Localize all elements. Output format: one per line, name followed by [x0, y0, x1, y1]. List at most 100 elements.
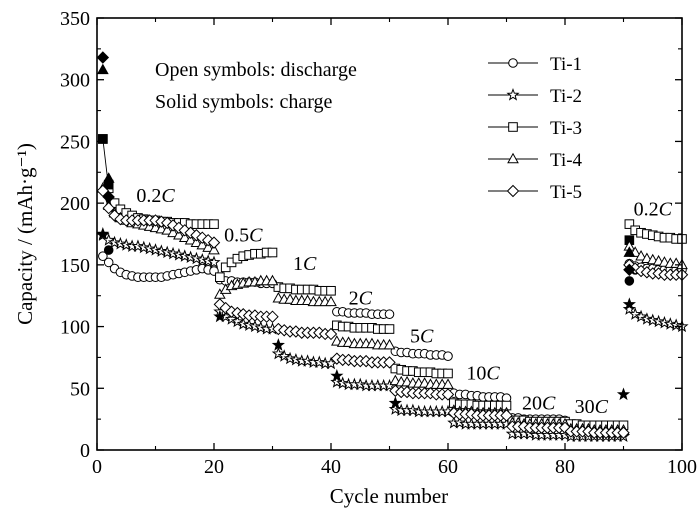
discharge-point: [230, 314, 244, 328]
charge-point: [388, 396, 402, 409]
legend-label: Ti-5: [550, 182, 582, 203]
discharge-point: [383, 356, 396, 369]
discharge-point: [220, 262, 231, 273]
discharge-point: [224, 312, 239, 325]
charge-point: [102, 172, 115, 183]
discharge-point: [384, 324, 395, 334]
discharge-point: [622, 302, 636, 315]
series-ti-5: [96, 51, 689, 439]
charge-point: [98, 134, 108, 144]
discharge-point: [96, 184, 110, 198]
charge-point: [623, 263, 636, 277]
y-tick-label: 300: [60, 70, 90, 92]
rate-label-unit: C: [595, 396, 609, 418]
y-tick-label: 0: [80, 440, 90, 462]
discharge-point: [167, 226, 179, 238]
discharge-point: [207, 236, 221, 249]
legend-label: Ti-2: [550, 86, 582, 107]
discharge-point: [173, 229, 185, 240]
charge-point: [271, 338, 285, 351]
discharge-point: [215, 272, 225, 282]
y-tick-label: 150: [60, 255, 90, 277]
rate-label-number: 0.2: [136, 185, 161, 207]
discharge-point: [161, 224, 174, 235]
x-tick-label: 20: [204, 456, 224, 478]
discharge-point: [207, 255, 221, 269]
rate-label-unit: C: [486, 363, 500, 385]
discharge-point: [443, 368, 453, 379]
rate-label: 1C: [293, 253, 317, 275]
rate-label-unit: C: [303, 253, 317, 275]
charge-point: [624, 276, 635, 286]
discharge-point: [635, 249, 647, 261]
discharge-point: [271, 346, 285, 360]
rate-label-number: 10: [466, 363, 486, 385]
discharge-point: [208, 243, 220, 255]
rate-label-number: 1: [293, 253, 303, 275]
discharge-point: [325, 295, 337, 307]
charge-point: [96, 51, 110, 64]
discharge-point: [324, 327, 338, 341]
rate-label: 10C: [466, 363, 500, 385]
rate-label-number: 0.5: [224, 224, 249, 246]
discharge-point: [266, 310, 279, 323]
rate-label: 2C: [349, 287, 373, 309]
discharge-point: [326, 285, 336, 296]
legend-label: Ti-1: [550, 54, 582, 75]
annotation-charge: Solid symbols: charge: [155, 91, 333, 113]
y-tick-label: 250: [60, 131, 90, 153]
discharge-point: [267, 247, 278, 258]
charge-point: [330, 369, 344, 382]
y-tick-label: 200: [60, 193, 90, 215]
discharge-point: [624, 219, 635, 229]
rate-label-number: 30: [575, 396, 595, 418]
legend-label: Ti-3: [550, 118, 582, 139]
rate-label: 0.2C: [634, 198, 673, 220]
legend-marker: [506, 88, 520, 101]
rate-label: 20C: [522, 392, 556, 414]
y-tick-label: 100: [60, 317, 90, 339]
rate-label-unit: C: [420, 326, 434, 348]
rate-label: 0.2C: [136, 185, 175, 207]
x-axis-title: Cycle number: [330, 484, 448, 508]
y-tick-label: 350: [60, 8, 90, 30]
rate-label-number: 2: [349, 287, 359, 309]
series-ti-2: [96, 227, 689, 443]
legend-marker: [506, 184, 520, 198]
discharge-point: [103, 257, 114, 268]
discharge-point: [196, 238, 209, 250]
discharge-point: [184, 233, 197, 245]
charge-point: [97, 63, 109, 75]
discharge-point: [102, 233, 116, 246]
y-axis-title: Capacity / (mAh·g⁻¹): [13, 143, 37, 325]
rate-label: 5C: [410, 326, 434, 348]
legend-marker: [508, 58, 518, 68]
x-tick-label: 100: [667, 456, 697, 478]
rate-label-number: 5: [410, 326, 420, 348]
legend-item-ti-5: Ti-5: [488, 182, 582, 203]
charge-point: [213, 309, 227, 323]
charge-point: [102, 190, 115, 204]
discharge-point: [441, 388, 455, 401]
discharge-point: [628, 307, 642, 320]
legend-label: Ti-4: [550, 150, 583, 171]
discharge-point: [190, 236, 203, 247]
annotation-discharge: Open symbols: discharge: [155, 59, 357, 81]
x-tick-label: 80: [555, 456, 575, 478]
series-layer: [96, 51, 689, 443]
discharge-point: [383, 338, 396, 350]
legend-item-ti-3: Ti-3: [488, 118, 582, 139]
discharge-point: [634, 309, 648, 323]
x-tick-label: 40: [321, 456, 341, 478]
charge-point: [96, 227, 110, 240]
legend-marker: [507, 152, 519, 164]
discharge-point: [209, 219, 219, 229]
rate-label-unit: C: [542, 392, 556, 414]
x-tick-label: 60: [438, 456, 458, 478]
legend: Ti-1 Ti-2 Ti-3 Ti-4 Ti-5: [488, 54, 583, 203]
rate-label-unit: C: [659, 198, 673, 220]
legend-item-ti-4: Ti-4: [488, 150, 583, 171]
discharge-point: [617, 426, 630, 439]
legend-item-ti-1: Ti-1: [488, 54, 582, 75]
